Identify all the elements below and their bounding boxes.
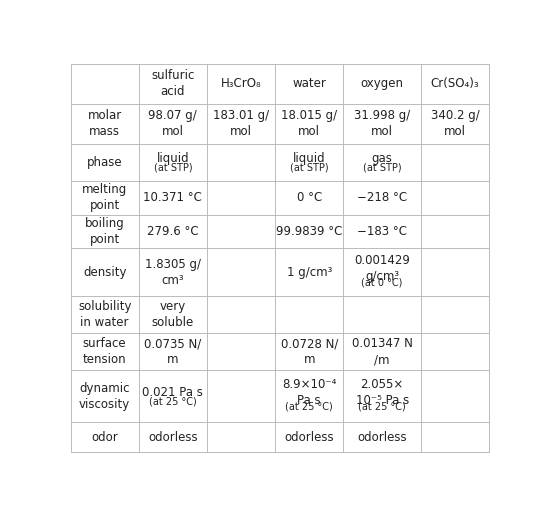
Text: (at 25 °C): (at 25 °C): [358, 401, 406, 411]
Text: −218 °C: −218 °C: [357, 191, 407, 204]
Text: 18.015 g/
mol: 18.015 g/ mol: [281, 109, 337, 138]
Text: 340.2 g/
mol: 340.2 g/ mol: [431, 109, 479, 138]
Text: liquid: liquid: [293, 152, 325, 165]
Text: surface
tension: surface tension: [83, 337, 127, 366]
Text: very
soluble: very soluble: [152, 300, 194, 329]
Text: 8.9×10⁻⁴
Pa s: 8.9×10⁻⁴ Pa s: [282, 378, 336, 407]
Text: (at 25 °C): (at 25 °C): [286, 401, 333, 411]
Text: 10.371 °C: 10.371 °C: [144, 191, 203, 204]
Text: melting
point: melting point: [82, 183, 127, 212]
Text: 2.055×
10⁻⁵ Pa s: 2.055× 10⁻⁵ Pa s: [355, 378, 409, 407]
Text: 1.8305 g/
cm³: 1.8305 g/ cm³: [145, 258, 201, 287]
Text: 31.998 g/
mol: 31.998 g/ mol: [354, 109, 410, 138]
Text: 0 °C: 0 °C: [296, 191, 322, 204]
Text: water: water: [292, 77, 326, 90]
Text: liquid: liquid: [157, 152, 189, 165]
Text: 1 g/cm³: 1 g/cm³: [287, 266, 332, 279]
Text: oxygen: oxygen: [360, 77, 403, 90]
Text: (at 0 °C): (at 0 °C): [361, 277, 403, 287]
Text: 0.0735 N/
m: 0.0735 N/ m: [144, 337, 201, 366]
Text: (at 25 °C): (at 25 °C): [149, 396, 197, 406]
Text: 279.6 °C: 279.6 °C: [147, 225, 199, 238]
Text: 0.021 Pa s: 0.021 Pa s: [143, 386, 203, 399]
Text: 0.01347 N
/m: 0.01347 N /m: [352, 337, 413, 366]
Text: molar
mass: molar mass: [87, 109, 122, 138]
Text: (at STP): (at STP): [153, 162, 192, 172]
Text: odor: odor: [91, 431, 118, 444]
Text: odorless: odorless: [148, 431, 198, 444]
Text: 0.0728 N/
m: 0.0728 N/ m: [281, 337, 338, 366]
Text: solubility
in water: solubility in water: [78, 300, 132, 329]
Text: 0.001429
g/cm³: 0.001429 g/cm³: [354, 254, 410, 283]
Text: gas: gas: [372, 152, 393, 165]
Text: boiling
point: boiling point: [85, 217, 124, 246]
Text: H₃CrO₈: H₃CrO₈: [221, 77, 262, 90]
Text: odorless: odorless: [357, 431, 407, 444]
Text: phase: phase: [87, 156, 122, 169]
Text: (at STP): (at STP): [363, 162, 401, 172]
Text: density: density: [83, 266, 127, 279]
Text: dynamic
viscosity: dynamic viscosity: [79, 382, 130, 411]
Text: 183.01 g/
mol: 183.01 g/ mol: [213, 109, 269, 138]
Text: −183 °C: −183 °C: [357, 225, 407, 238]
Text: odorless: odorless: [284, 431, 334, 444]
Text: Cr(SO₄)₃: Cr(SO₄)₃: [431, 77, 479, 90]
Text: 99.9839 °C: 99.9839 °C: [276, 225, 342, 238]
Text: (at STP): (at STP): [290, 162, 329, 172]
Text: 98.07 g/
mol: 98.07 g/ mol: [149, 109, 197, 138]
Text: sulfuric
acid: sulfuric acid: [151, 69, 194, 98]
